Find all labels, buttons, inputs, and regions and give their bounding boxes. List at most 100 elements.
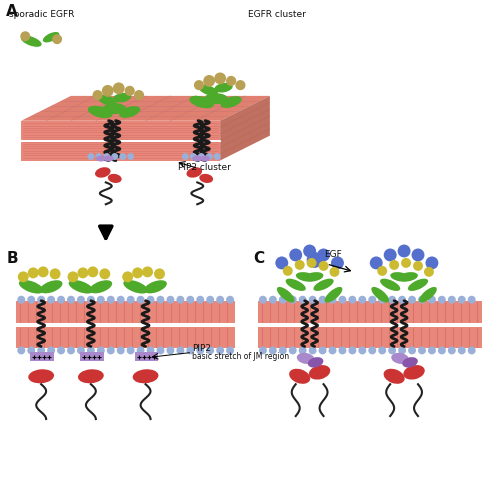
Ellipse shape: [47, 346, 55, 354]
Text: C: C: [252, 251, 264, 266]
Ellipse shape: [95, 167, 110, 177]
Ellipse shape: [437, 296, 445, 304]
Ellipse shape: [176, 296, 184, 304]
Ellipse shape: [367, 296, 375, 304]
Ellipse shape: [298, 346, 306, 354]
Ellipse shape: [278, 346, 286, 354]
Ellipse shape: [307, 357, 323, 368]
Ellipse shape: [77, 268, 88, 278]
Ellipse shape: [95, 153, 102, 160]
Ellipse shape: [142, 266, 153, 278]
Ellipse shape: [103, 156, 114, 162]
Ellipse shape: [123, 280, 147, 293]
Ellipse shape: [106, 296, 115, 304]
Ellipse shape: [383, 368, 404, 384]
Bar: [257, 300, 481, 322]
Ellipse shape: [119, 106, 140, 118]
Ellipse shape: [225, 346, 234, 354]
Ellipse shape: [28, 268, 39, 278]
Ellipse shape: [213, 153, 220, 160]
Ellipse shape: [28, 370, 54, 384]
Ellipse shape: [206, 296, 214, 304]
Ellipse shape: [276, 287, 294, 302]
Ellipse shape: [205, 153, 212, 160]
Ellipse shape: [288, 368, 309, 384]
Ellipse shape: [308, 346, 316, 354]
Ellipse shape: [288, 346, 296, 354]
Text: EGF: EGF: [324, 250, 342, 260]
Ellipse shape: [427, 346, 435, 354]
Text: PIP2: PIP2: [192, 344, 211, 354]
Ellipse shape: [457, 296, 465, 304]
Ellipse shape: [77, 296, 85, 304]
Ellipse shape: [57, 296, 65, 304]
Ellipse shape: [447, 296, 455, 304]
Ellipse shape: [27, 346, 35, 354]
Ellipse shape: [214, 72, 225, 85]
Ellipse shape: [146, 346, 154, 354]
Ellipse shape: [126, 346, 134, 354]
Ellipse shape: [103, 153, 110, 160]
Ellipse shape: [318, 296, 326, 304]
Ellipse shape: [282, 266, 292, 276]
Ellipse shape: [87, 296, 95, 304]
Ellipse shape: [397, 244, 410, 258]
Ellipse shape: [17, 296, 25, 304]
Text: basic stretch of JM region: basic stretch of JM region: [192, 352, 289, 362]
Ellipse shape: [122, 272, 133, 282]
Ellipse shape: [111, 153, 118, 160]
Ellipse shape: [144, 280, 166, 293]
Text: EGFR cluster: EGFR cluster: [247, 10, 305, 20]
Bar: [257, 322, 481, 326]
Ellipse shape: [402, 357, 417, 368]
Ellipse shape: [166, 296, 174, 304]
Ellipse shape: [316, 248, 329, 262]
Ellipse shape: [306, 258, 316, 268]
Ellipse shape: [198, 84, 218, 96]
Bar: [257, 326, 481, 348]
Ellipse shape: [154, 268, 164, 280]
Polygon shape: [220, 96, 269, 160]
Ellipse shape: [49, 268, 61, 280]
Ellipse shape: [258, 296, 266, 304]
Ellipse shape: [186, 167, 202, 177]
Ellipse shape: [467, 346, 475, 354]
Ellipse shape: [132, 268, 143, 278]
Ellipse shape: [303, 272, 323, 281]
Ellipse shape: [200, 156, 210, 162]
Ellipse shape: [40, 280, 62, 293]
Ellipse shape: [288, 296, 296, 304]
Ellipse shape: [376, 266, 386, 276]
Ellipse shape: [203, 75, 215, 87]
Ellipse shape: [308, 296, 316, 304]
Ellipse shape: [199, 174, 213, 183]
Ellipse shape: [19, 280, 43, 293]
Ellipse shape: [367, 346, 375, 354]
Ellipse shape: [186, 296, 194, 304]
Ellipse shape: [407, 296, 415, 304]
Ellipse shape: [397, 346, 405, 354]
Ellipse shape: [197, 153, 204, 160]
Ellipse shape: [156, 296, 164, 304]
Ellipse shape: [330, 256, 343, 270]
Bar: [16, 326, 235, 348]
Ellipse shape: [87, 266, 98, 278]
Ellipse shape: [338, 296, 346, 304]
Ellipse shape: [87, 346, 95, 354]
Ellipse shape: [427, 296, 435, 304]
Ellipse shape: [328, 296, 336, 304]
Ellipse shape: [132, 370, 158, 384]
Ellipse shape: [68, 280, 93, 293]
Ellipse shape: [437, 346, 445, 354]
Ellipse shape: [97, 346, 104, 354]
Ellipse shape: [258, 346, 266, 354]
Ellipse shape: [52, 34, 62, 44]
Ellipse shape: [196, 346, 204, 354]
Ellipse shape: [43, 32, 59, 42]
Bar: [80, 352, 103, 362]
Bar: [30, 352, 54, 362]
Ellipse shape: [387, 296, 395, 304]
Ellipse shape: [308, 365, 329, 380]
Ellipse shape: [97, 296, 104, 304]
Ellipse shape: [275, 256, 287, 270]
